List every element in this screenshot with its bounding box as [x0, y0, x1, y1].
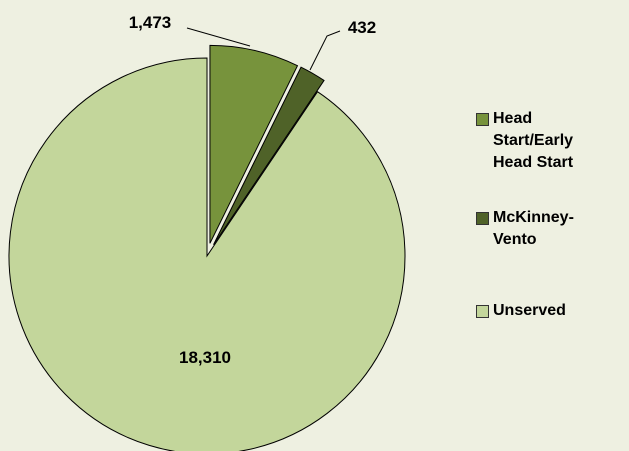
- leader-line: [186, 27, 251, 47]
- legend: Head Start/Early Head Start McKinney-Vent…: [476, 108, 626, 322]
- pie-slice: [8, 57, 406, 451]
- data-label: 18,310: [179, 348, 231, 367]
- legend-label: Head Start/Early Head Start: [493, 110, 574, 171]
- legend-item: Head Start/Early Head Start: [476, 108, 626, 174]
- legend-item: Unserved: [476, 300, 626, 322]
- legend-label: McKinney-Vento: [493, 209, 574, 248]
- data-label: 1,473: [129, 13, 172, 32]
- data-label: 432: [348, 18, 376, 37]
- legend-swatch: [476, 212, 489, 225]
- legend-label: Unserved: [493, 302, 566, 319]
- leader-line: [309, 30, 341, 71]
- pie-slice: [213, 66, 325, 246]
- pie-slice: [209, 44, 299, 244]
- legend-item: McKinney-Vento: [476, 207, 626, 251]
- legend-swatch: [476, 113, 489, 126]
- legend-swatch: [476, 305, 489, 318]
